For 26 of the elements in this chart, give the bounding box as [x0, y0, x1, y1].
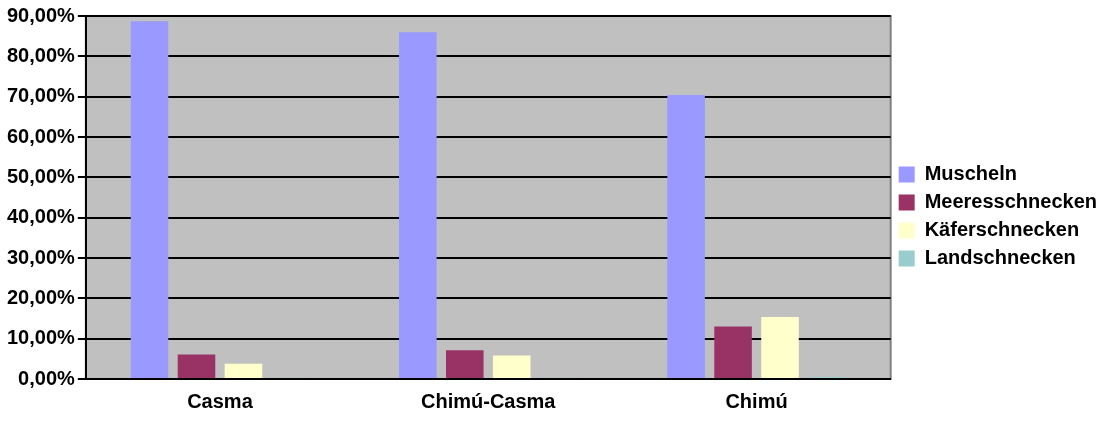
bar: [714, 326, 752, 378]
bar: [224, 363, 263, 378]
bar: [399, 32, 437, 378]
y-tick-label: 50,00%: [6, 164, 76, 187]
bar: [667, 95, 705, 378]
y-tick-label: 10,00%: [6, 326, 76, 349]
y-tick-label: 0,00%: [18, 366, 76, 389]
y-tick-label: 80,00%: [6, 43, 76, 66]
bar: [446, 350, 484, 378]
x-tick-label: Chimú: [725, 389, 788, 412]
y-tick-label: 40,00%: [6, 205, 76, 228]
legend-label: Muscheln: [924, 162, 1017, 185]
y-tick-label: 70,00%: [6, 84, 76, 107]
bar: [177, 354, 216, 378]
bar: [761, 316, 799, 378]
legend-label: Käferschnecken: [924, 218, 1080, 241]
legend-label: Landschnecken: [924, 246, 1076, 269]
y-tick-label: 90,00%: [6, 3, 76, 26]
x-tick-label: Casma: [187, 389, 254, 412]
legend-label: Meeresschnecken: [924, 190, 1097, 213]
y-tick-label: 30,00%: [6, 245, 76, 268]
y-tick-label: 20,00%: [6, 285, 76, 308]
bar: [130, 21, 169, 378]
y-tick-label: 60,00%: [6, 124, 76, 147]
x-tick-label: Chimú-Casma: [421, 389, 557, 412]
bar: [492, 355, 531, 378]
